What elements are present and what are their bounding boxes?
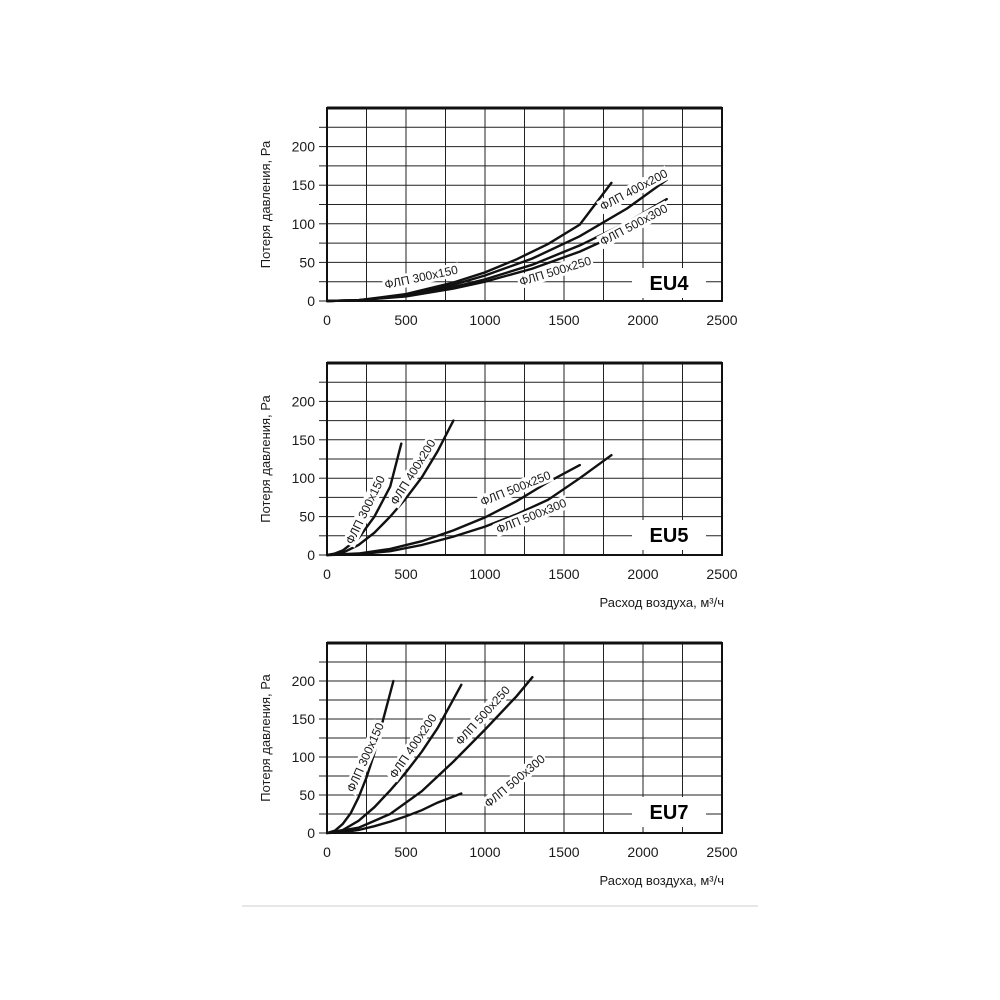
series-label-bg	[476, 467, 555, 510]
series-label-bg	[343, 719, 388, 796]
x-tick-label: 2500	[706, 312, 737, 328]
chart-badge: EU7	[650, 802, 689, 824]
x-tick-label: 1500	[548, 566, 579, 582]
series-line--500x300	[325, 792, 463, 835]
y-tick-label: 150	[292, 177, 316, 193]
y-axis-title: Потеря давления, Ра	[258, 140, 273, 268]
x-axis-title: Расход воздуха, м³/ч	[599, 595, 724, 610]
series-label: ФЛП 300x150	[342, 471, 389, 548]
series-line--500x300	[325, 454, 613, 557]
x-tick-label: 2000	[627, 312, 658, 328]
series-line--400x200	[325, 419, 455, 557]
series-label-text: ФЛП 500x300	[482, 752, 548, 811]
x-tick-label: 2500	[706, 844, 737, 860]
series-label-bg	[381, 262, 461, 293]
y-tick-label: 200	[292, 673, 316, 689]
x-tick-label: 2500	[706, 566, 737, 582]
y-tick-label: 150	[292, 711, 316, 727]
chart-eu7: 0 500 1000 1500 2000 2500 0 50 100 150 200 Потеря д…	[258, 641, 738, 888]
series-label-bg	[492, 495, 570, 538]
series-label: ФЛП 500x250	[451, 682, 514, 750]
y-tick-label: 0	[307, 825, 315, 841]
y-tick-label: 50	[299, 509, 315, 525]
x-tick-label: 1500	[548, 844, 579, 860]
y-tick-label: 100	[292, 216, 316, 232]
series-label-bg	[516, 253, 595, 290]
y-tick-label: 100	[292, 749, 316, 765]
series-label-bg	[596, 200, 672, 250]
x-tick-label: 1500	[548, 312, 579, 328]
y-tick-label: 50	[299, 254, 315, 270]
series-line--500x250	[325, 463, 581, 557]
x-tick-label: 1000	[469, 566, 500, 582]
y-tick-label: 0	[307, 293, 315, 309]
y-tick-label: 200	[292, 139, 316, 155]
series-label: ФЛП 500x300	[480, 750, 549, 812]
series-line--500x250	[325, 676, 534, 835]
chart-eu5: 0 500 1000 1500 2000 2500 0 50 100 150 200 Потеря д…	[258, 361, 738, 610]
x-tick-label: 1000	[469, 844, 500, 860]
series-label-bg	[342, 471, 389, 548]
x-tick-label: 1000	[469, 312, 500, 328]
x-tick-label: 500	[394, 566, 418, 582]
series-label: ФЛП 500x250	[516, 253, 595, 290]
x-tick-label: 0	[323, 566, 331, 582]
series-label: ФЛП 400x200	[385, 710, 441, 783]
x-tick-label: 500	[394, 844, 418, 860]
y-tick-label: 100	[292, 470, 316, 486]
y-axis-title: Потеря давления, Ра	[258, 673, 273, 801]
series-label-bg	[596, 165, 672, 215]
chart-badge-box	[632, 520, 706, 550]
chart-eu4: 0 500 1000 1500 2000 2500 0 50 100 150 200 Потеря д…	[258, 106, 738, 328]
series-label-text: ФЛП 400x200	[386, 711, 440, 781]
x-axis-title: Расход воздуха, м³/ч	[599, 873, 724, 888]
y-tick-label: 200	[292, 393, 316, 409]
chart-badge-box	[632, 797, 706, 827]
series-label-bg	[451, 682, 514, 750]
y-tick-label: 50	[299, 787, 315, 803]
x-tick-label: 0	[323, 844, 331, 860]
chart-badge-box	[632, 268, 706, 298]
x-tick-label: 2000	[627, 844, 658, 860]
chart-badge: EU4	[650, 273, 690, 295]
series-label-bg	[385, 710, 441, 783]
y-axis-title: Потеря давления, Ра	[258, 394, 273, 522]
series-label-bg	[386, 435, 440, 509]
series-line--400x200	[325, 683, 463, 835]
series-label-bg	[480, 750, 549, 812]
chart-badge: EU5	[650, 525, 689, 547]
x-tick-label: 0	[323, 312, 331, 328]
y-tick-label: 0	[307, 547, 315, 563]
x-tick-label: 2000	[627, 566, 658, 582]
y-tick-label: 150	[292, 432, 316, 448]
x-tick-label: 500	[394, 312, 418, 328]
